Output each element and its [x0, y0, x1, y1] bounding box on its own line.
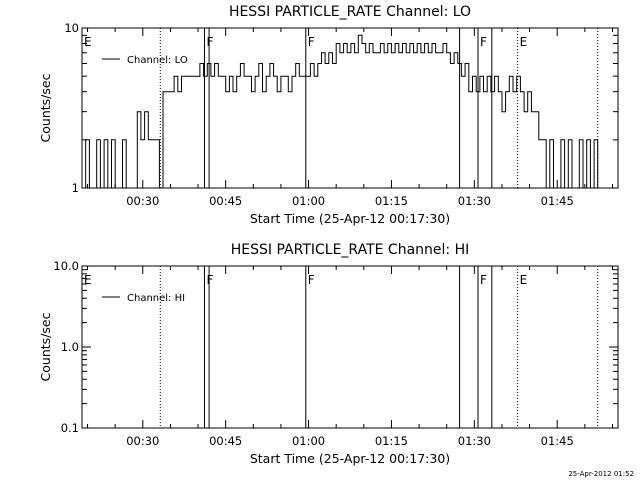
event-marker-label: F — [206, 273, 213, 287]
x-axis-label: Start Time (25-Apr-12 00:17:30) — [250, 451, 450, 466]
x-tick-label: 00:45 — [209, 194, 242, 208]
event-marker-label: F — [308, 273, 315, 287]
x-axis-label: Start Time (25-Apr-12 00:17:30) — [250, 211, 450, 226]
series-line — [82, 34, 602, 189]
event-marker-label: F — [480, 35, 487, 49]
y-tick-label: 1 — [72, 181, 79, 195]
x-tick-label: 01:30 — [458, 194, 491, 208]
x-tick-label: 00:30 — [126, 434, 159, 448]
event-marker-label: F — [206, 35, 213, 49]
x-tick-label: 01:00 — [292, 194, 325, 208]
event-marker-label: E — [520, 273, 528, 287]
x-tick-label: 01:45 — [541, 194, 574, 208]
y-tick-label: 10.0 — [53, 259, 79, 273]
x-tick-label: 01:45 — [541, 434, 574, 448]
event-marker-label: E — [84, 35, 92, 49]
x-minor-ticks — [87, 28, 613, 188]
x-tick-label: 01:30 — [458, 434, 491, 448]
event-marker-label: F — [308, 35, 315, 49]
plot-frame — [81, 27, 619, 189]
plot-timestamp: 25-Apr-2012 01:52 — [568, 470, 634, 478]
plot-frame — [81, 265, 619, 429]
y-axis-label: Counts/sec — [38, 312, 53, 381]
y-tick-label: 10 — [64, 21, 79, 35]
y-tick-label: 1.0 — [61, 340, 79, 354]
x-tick-label: 00:45 — [209, 434, 242, 448]
panel-hi: HESSI PARTICLE_RATE Channel: HI 00:30 00:4… — [38, 242, 619, 466]
x-minor-ticks — [87, 266, 613, 428]
x-tick-label: 00:30 — [126, 194, 159, 208]
legend-label: Channel: HI — [127, 293, 185, 304]
event-marker-label: F — [480, 273, 487, 287]
chart-title: HESSI PARTICLE_RATE Channel: LO — [229, 4, 471, 20]
event-marker-label: E — [520, 35, 528, 49]
x-tick-label: 01:15 — [375, 434, 408, 448]
x-tick-label: 01:15 — [375, 194, 408, 208]
x-tick-label: 01:00 — [292, 434, 325, 448]
y-axis-label: Counts/sec — [38, 73, 53, 142]
event-marker-label: E — [84, 273, 92, 287]
y-tick-label: 0.1 — [61, 421, 79, 435]
legend-label: Channel: LO — [127, 55, 188, 66]
chart-title: HESSI PARTICLE_RATE Channel: HI — [231, 242, 469, 258]
panel-lo: HESSI PARTICLE_RATE Channel: LO 00:30 00:4… — [38, 4, 619, 226]
